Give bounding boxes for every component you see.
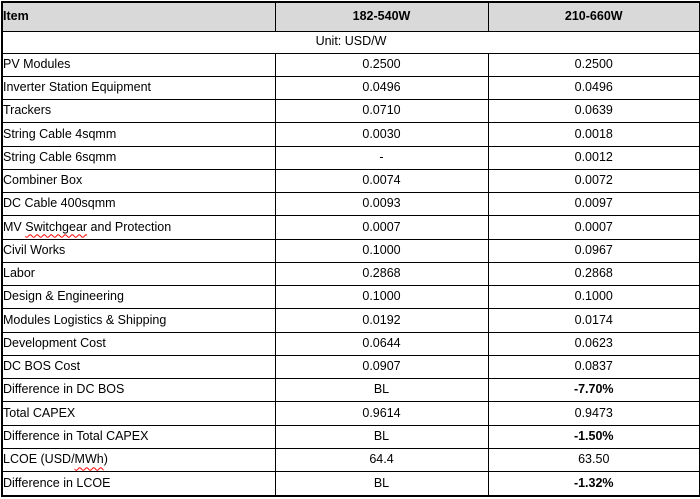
table-row: LCOE (USD/MWh) 64.4 63.50: [1, 448, 700, 473]
value-cell-210-660w: 0.0072: [487, 168, 700, 194]
misspelled-word: MWh: [74, 452, 104, 467]
value-cell-182-540w: 0.0007: [274, 215, 489, 240]
header-row: Item 182-540W 210-660W: [1, 1, 700, 32]
table-row: DC BOS Cost 0.0907 0.0837: [1, 354, 700, 380]
table-row: Difference in LCOE BL -1.32%: [1, 471, 700, 497]
value-cell-210-660w: 0.0097: [487, 192, 700, 217]
table-row: Civil Works 0.1000 0.0967: [1, 238, 700, 263]
value-cell-182-540w: 0.2500: [274, 52, 489, 77]
value-cell-210-660w: -1.32%: [487, 471, 700, 497]
value-cell-182-540w: 0.2868: [274, 261, 489, 287]
misspelled-word: Switchgear: [25, 219, 88, 234]
item-cell: LCOE (USD/MWh): [1, 448, 276, 473]
value-cell-182-540w: BL: [274, 424, 489, 450]
item-cell: MV Switchgear and Protection: [1, 215, 276, 240]
item-cell: Combiner Box: [1, 168, 276, 194]
value-cell-182-540w: 0.0710: [274, 99, 489, 124]
value-cell-182-540w: 0.0496: [274, 75, 489, 101]
value-cell-210-660w: 63.50: [487, 448, 700, 473]
item-cell: Development Cost: [1, 331, 276, 356]
table-row: Total CAPEX 0.9614 0.9473: [1, 401, 700, 426]
value-cell-182-540w: 0.1000: [274, 238, 489, 263]
item-cell: Design & Engineering: [1, 285, 276, 310]
table-row: MV Switchgear and Protection 0.0007 0.0007: [1, 215, 700, 240]
item-cell: Trackers: [1, 99, 276, 124]
value-cell-210-660w: 0.0174: [487, 308, 700, 333]
value-cell-210-660w: 0.0623: [487, 331, 700, 356]
value-cell-182-540w: 0.0030: [274, 122, 489, 147]
item-cell: Labor: [1, 261, 276, 287]
item-cell: Difference in LCOE: [1, 471, 276, 497]
value-cell-182-540w: 0.0644: [274, 331, 489, 356]
unit-row: Unit: USD/W: [1, 30, 700, 54]
column-header-210-660w: 210-660W: [487, 1, 700, 32]
item-cell: Difference in Total CAPEX: [1, 424, 276, 450]
item-cell: PV Modules: [1, 52, 276, 77]
table-row: Modules Logistics & Shipping 0.0192 0.0174: [1, 308, 700, 333]
value-cell-210-660w: 0.0496: [487, 75, 700, 101]
item-cell: Modules Logistics & Shipping: [1, 308, 276, 333]
value-cell-210-660w: 0.0007: [487, 215, 700, 240]
value-cell-210-660w: -1.50%: [487, 424, 700, 450]
table-row: Inverter Station Equipment 0.0496 0.0496: [1, 75, 700, 101]
item-cell: Difference in DC BOS: [1, 378, 276, 403]
value-cell-182-540w: BL: [274, 471, 489, 497]
value-cell-210-660w: 0.9473: [487, 401, 700, 426]
item-cell: Inverter Station Equipment: [1, 75, 276, 101]
value-cell-210-660w: 0.0018: [487, 122, 700, 147]
table-body: PV Modules 0.2500 0.2500 Inverter Station E…: [1, 52, 700, 497]
value-cell-182-540w: -: [274, 145, 489, 170]
table-row: String Cable 6sqmm -0.0012: [1, 145, 700, 170]
item-cell: Total CAPEX: [1, 401, 276, 426]
table-row: Trackers 0.0710 0.0639: [1, 99, 700, 124]
table-row: Difference in DC BOS BL -7.70%: [1, 378, 700, 403]
value-cell-210-660w: 0.0967: [487, 238, 700, 263]
value-cell-210-660w: 0.2500: [487, 52, 700, 77]
column-header-182-540w: 182-540W: [274, 1, 489, 32]
table-row: Design & Engineering 0.1000 0.1000: [1, 285, 700, 310]
item-cell: Civil Works: [1, 238, 276, 263]
value-cell-210-660w: 0.2868: [487, 261, 700, 287]
value-cell-182-540w: 0.0907: [274, 354, 489, 380]
value-cell-182-540w: 0.0093: [274, 192, 489, 217]
value-cell-182-540w: 0.0192: [274, 308, 489, 333]
table-row: Combiner Box 0.0074 0.0072: [1, 168, 700, 194]
value-cell-182-540w: 0.1000: [274, 285, 489, 310]
item-cell: DC Cable 400sqmm: [1, 192, 276, 217]
value-cell-182-540w: BL: [274, 378, 489, 403]
item-cell: String Cable 6sqmm: [1, 145, 276, 170]
value-cell-210-660w: -7.70%: [487, 378, 700, 403]
table-row: Development Cost 0.0644 0.0623: [1, 331, 700, 356]
table-row: Labor 0.2868 0.2868: [1, 261, 700, 287]
table-row: Difference in Total CAPEX BL -1.50%: [1, 424, 700, 450]
unit-row-cell: Unit: USD/W: [1, 30, 700, 54]
table-header: Item 182-540W 210-660W Unit: USD/W: [1, 1, 700, 54]
value-cell-182-540w: 0.0074: [274, 168, 489, 194]
value-cell-210-660w: 0.0012: [487, 145, 700, 170]
value-cell-182-540w: 0.9614: [274, 401, 489, 426]
table-row: String Cable 4sqmm 0.0030 0.0018: [1, 122, 700, 147]
table-row: PV Modules 0.2500 0.2500: [1, 52, 700, 77]
item-cell: DC BOS Cost: [1, 354, 276, 380]
value-cell-210-660w: 0.0639: [487, 99, 700, 124]
table-row: DC Cable 400sqmm 0.0093 0.0097: [1, 192, 700, 217]
value-cell-210-660w: 0.0837: [487, 354, 700, 380]
value-cell-182-540w: 64.4: [274, 448, 489, 473]
value-cell-210-660w: 0.1000: [487, 285, 700, 310]
column-header-item: Item: [1, 1, 276, 32]
item-cell: String Cable 4sqmm: [1, 122, 276, 147]
